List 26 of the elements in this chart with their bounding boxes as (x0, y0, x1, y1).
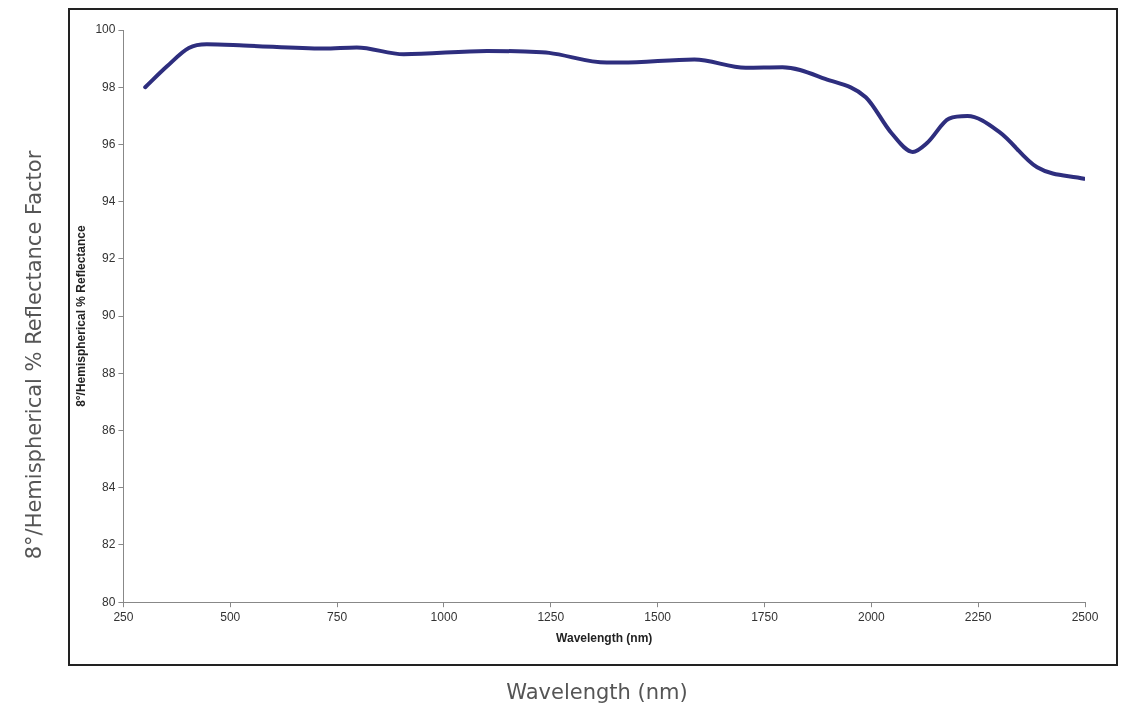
line-series (143, 42, 1085, 181)
y-tick-label: 86 (102, 422, 116, 437)
y-tick-label: 98 (102, 79, 116, 94)
x-axis-title: Wavelength (nm) (556, 631, 653, 646)
x-tick-label: 250 (113, 609, 134, 624)
x-tick-label: 1750 (751, 609, 779, 624)
x-tick-label: 1500 (644, 609, 672, 624)
y-tick-label: 92 (102, 251, 116, 266)
x-tick-label: 1000 (430, 609, 458, 624)
y-tick-label: 94 (102, 193, 116, 208)
x-tick-label: 2250 (964, 609, 992, 624)
y-tick-label: 82 (102, 537, 116, 552)
y-tick-label: 88 (102, 365, 116, 380)
y-tick-label: 84 (102, 480, 116, 495)
x-tick-label: 500 (220, 609, 241, 624)
x-tick-label: 2000 (857, 609, 885, 624)
y-tick-label: 100 (95, 22, 116, 37)
y-tick-label: 80 (102, 594, 116, 609)
x-tick-label: 2500 (1071, 609, 1099, 624)
text: Wavelength (nm) (506, 680, 688, 704)
y-tick-label: 96 (102, 136, 116, 151)
x-tick-label: 750 (327, 609, 348, 624)
y-axis-title: 8°/Hemispherical % Reflectance (73, 225, 88, 407)
y-tick-label: 90 (102, 308, 116, 323)
x-tick-label: 1250 (537, 609, 565, 624)
text: 8°/Hemispherical % Reflectance Factor (22, 150, 46, 560)
